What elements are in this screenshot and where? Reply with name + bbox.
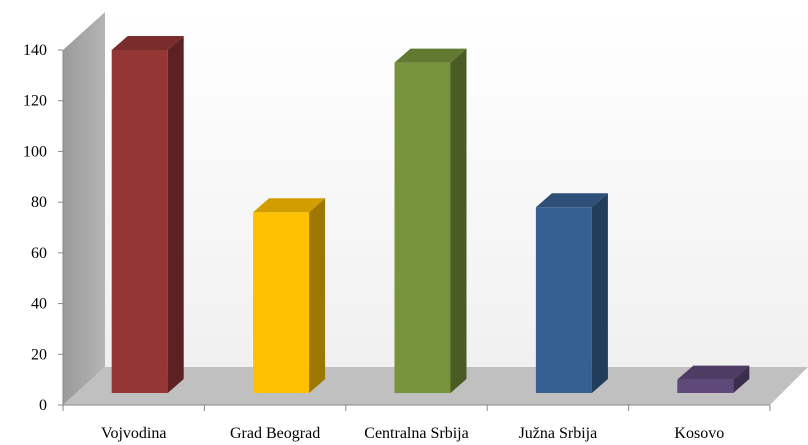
bar-front: [677, 379, 734, 393]
bar-front: [394, 62, 451, 394]
bars: [111, 36, 750, 394]
y-tick-label: 120: [23, 93, 47, 110]
bar-top: [394, 48, 467, 63]
bar-front: [111, 50, 168, 393]
bar-front: [535, 207, 592, 393]
bar-kosovo: [677, 365, 750, 393]
y-tick-label: 80: [31, 194, 47, 211]
bar-side: [733, 365, 750, 393]
x-category-label: Vojvodina: [101, 425, 166, 442]
chart-side-wall: [63, 12, 105, 405]
bar-grad-beograd: [253, 198, 326, 393]
bar-top: [677, 365, 750, 380]
bar-side: [591, 193, 608, 393]
bar-front: [253, 212, 310, 393]
y-tick-label: 20: [31, 346, 47, 363]
x-category-label: Centralna Srbija: [364, 425, 468, 442]
bar-side: [450, 48, 467, 394]
bar-centralna-srbija: [394, 48, 467, 394]
bar-side: [167, 36, 184, 393]
axes: 0 20 40 60 80 100 120 140: [23, 42, 771, 414]
bar-side: [309, 198, 326, 393]
x-category-label: Južna Srbija: [519, 425, 598, 442]
bar-vojvodina: [111, 36, 184, 393]
x-category-label: Kosovo: [674, 425, 724, 442]
x-category-label: Grad Beograd: [230, 425, 320, 442]
y-tick-label: 60: [31, 245, 47, 262]
y-tick-label: 100: [23, 143, 47, 160]
bar-ju-na-srbija: [535, 193, 608, 393]
bar-top: [111, 36, 184, 50]
labels: Vojvodina Grad Beograd Centralna Srbija Juž…: [101, 425, 724, 442]
y-tick-label: 0: [39, 397, 47, 414]
bar-top: [253, 198, 326, 213]
bar-top: [535, 193, 608, 208]
y-tick-label: 40: [31, 296, 47, 313]
y-tick-label: 140: [23, 42, 47, 59]
